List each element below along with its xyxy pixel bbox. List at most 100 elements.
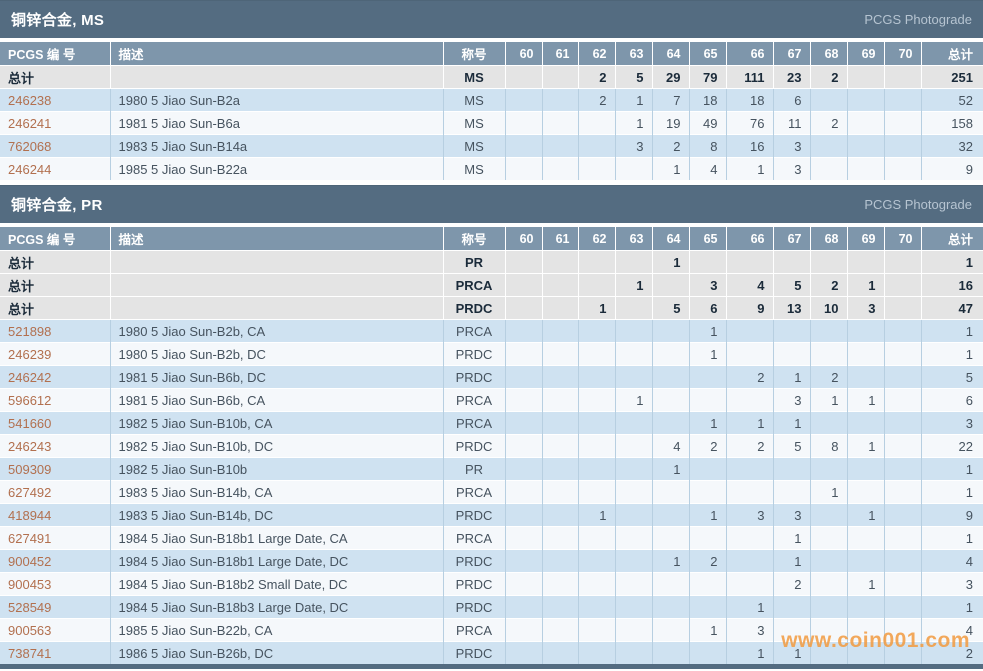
grade-67-count: 1 [772, 549, 810, 573]
pcgs-number-link[interactable]: 246241 [0, 111, 110, 135]
row-total: 4 [920, 549, 983, 573]
grade-65-count [688, 526, 726, 550]
grade-65-count: 6 [688, 296, 726, 320]
grade-69-count [846, 595, 884, 619]
grade-64-count: 19 [651, 111, 689, 135]
grade-68-count [809, 572, 847, 596]
grade-68-count: 2 [809, 65, 847, 89]
grade-69-count [846, 549, 884, 573]
designation: MS [442, 111, 505, 135]
grade-66-count: 4 [725, 273, 773, 297]
grade-65-count: 49 [688, 111, 726, 135]
pcgs-number-link[interactable]: 627492 [0, 480, 110, 504]
pcgs-number-link[interactable]: 900563 [0, 618, 110, 642]
grade-64-count [651, 641, 689, 664]
designation: MS [442, 65, 505, 89]
grade-63-count: 3 [614, 134, 652, 158]
grade-62-count [577, 434, 615, 458]
grade-60-count [504, 365, 542, 389]
column-header-row: PCGS 编 号描述 称号 60 61 62 63 64 65 66 67 68 69 70 总计 [0, 227, 983, 251]
pcgs-number-link[interactable]: 418944 [0, 503, 110, 527]
coin-description: 1981 5 Jiao Sun-B6a [109, 111, 443, 135]
row-total: 158 [920, 111, 983, 135]
grade-68-count: 8 [809, 434, 847, 458]
coin-description: 1980 5 Jiao Sun-B2b, CA [109, 319, 443, 343]
grade-70-count [883, 503, 921, 527]
grade-61-count [541, 296, 578, 320]
grade-68-count: 10 [809, 296, 847, 320]
grade-67-count: 13 [772, 296, 810, 320]
pcgs-number-link[interactable]: 528549 [0, 595, 110, 619]
grade-69-count [846, 111, 884, 135]
designation: PRDC [442, 595, 505, 619]
grade-62-count [577, 411, 615, 435]
grade-65-count [688, 250, 726, 274]
pcgs-number-link[interactable]: 596612 [0, 388, 110, 412]
grade-65-count [688, 572, 726, 596]
total-row-pr: 总计 PR 1 1 [0, 250, 983, 274]
grade-62-count [577, 641, 615, 664]
pcgs-number-link[interactable]: 246243 [0, 434, 110, 458]
grade-61-count [541, 572, 578, 596]
grade-64-count [651, 365, 689, 389]
designation: MS [442, 157, 505, 180]
grade-69-count [846, 319, 884, 343]
coin-description: 1984 5 Jiao Sun-B18b3 Large Date, DC [109, 595, 443, 619]
grade-62-count: 2 [577, 88, 615, 112]
grade-66-count: 9 [725, 296, 773, 320]
coin-description: 1984 5 Jiao Sun-B18b1 Large Date, DC [109, 549, 443, 573]
pcgs-number-link[interactable]: 246238 [0, 88, 110, 112]
grade-65-count [688, 365, 726, 389]
grade-60-count [504, 526, 542, 550]
pcgs-number-link[interactable]: 762068 [0, 134, 110, 158]
grade-60-count [504, 319, 542, 343]
pcgs-number-link[interactable]: 541660 [0, 411, 110, 435]
pcgs-number-link[interactable]: 738741 [0, 641, 110, 664]
grade-65-count: 18 [688, 88, 726, 112]
column-header-designation: 称号 [442, 42, 505, 66]
total-label: 总计 [0, 65, 110, 89]
row-total: 6 [920, 388, 983, 412]
grade-61-count [541, 273, 578, 297]
grade-70-count [883, 388, 921, 412]
grade-61-count [541, 388, 578, 412]
grade-60-count [504, 65, 542, 89]
pcgs-number-link[interactable]: 900453 [0, 572, 110, 596]
pcgs-number-link[interactable]: 246244 [0, 157, 110, 180]
designation: PRCA [442, 319, 505, 343]
coin-description: 1985 5 Jiao Sun-B22a [109, 157, 443, 180]
grade-65-count: 2 [688, 434, 726, 458]
grade-60-count [504, 157, 542, 180]
grade-63-count [614, 618, 652, 642]
grade-60-count [504, 572, 542, 596]
grade-62-count [577, 549, 615, 573]
grade-65-count: 1 [688, 342, 726, 366]
pcgs-number-link[interactable]: 246242 [0, 365, 110, 389]
coin-description: 1983 5 Jiao Sun-B14b, CA [109, 480, 443, 504]
grade-65-count: 8 [688, 134, 726, 158]
designation: PRCA [442, 411, 505, 435]
grade-65-count [688, 595, 726, 619]
pcgs-number-link[interactable]: 627491 [0, 526, 110, 550]
grade-70-count [883, 434, 921, 458]
column-header-pcgs-number: PCGS 编 号 [0, 227, 110, 251]
pcgs-number-link[interactable]: 900452 [0, 549, 110, 573]
grade-69-count: 1 [846, 503, 884, 527]
table-row-246244: 246244 1985 5 Jiao Sun-B22a MS 1 4 1 3 9 [0, 157, 983, 180]
grade-68-count: 2 [809, 273, 847, 297]
column-header-grade-67: 67 [772, 42, 810, 66]
photograde-link[interactable]: PCGS Photograde [864, 12, 972, 27]
pcgs-number-link[interactable]: 521898 [0, 319, 110, 343]
grade-66-count: 1 [725, 641, 773, 664]
grade-61-count [541, 526, 578, 550]
grade-61-count [541, 342, 578, 366]
pcgs-number-link[interactable]: 509309 [0, 457, 110, 481]
designation: PRDC [442, 503, 505, 527]
grade-61-count [541, 457, 578, 481]
photograde-link[interactable]: PCGS Photograde [864, 197, 972, 212]
coin-description: 1981 5 Jiao Sun-B6b, DC [109, 365, 443, 389]
table-row-246241: 246241 1981 5 Jiao Sun-B6a MS 1 19 49 76 11 2 158 [0, 111, 983, 135]
pcgs-number-link[interactable]: 246239 [0, 342, 110, 366]
column-header-grade-69: 69 [846, 42, 884, 66]
grade-67-count: 1 [772, 641, 810, 664]
